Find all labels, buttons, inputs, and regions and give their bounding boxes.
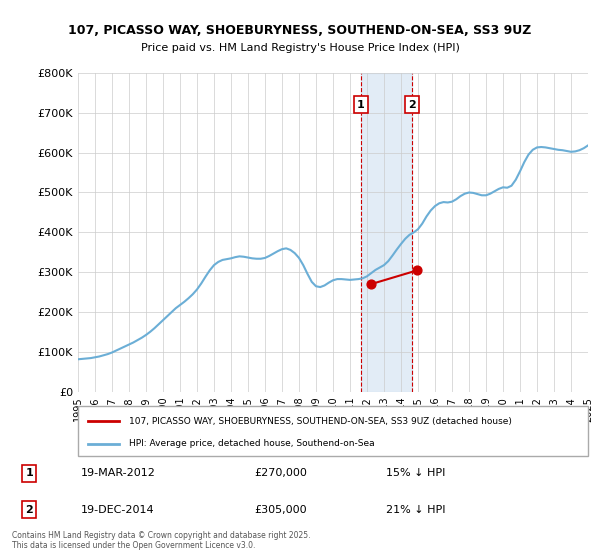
Text: £270,000: £270,000: [254, 468, 307, 478]
Text: £305,000: £305,000: [254, 505, 307, 515]
Text: 21% ↓ HPI: 21% ↓ HPI: [386, 505, 446, 515]
Point: [413, 266, 422, 275]
Text: 19-DEC-2014: 19-DEC-2014: [81, 505, 155, 515]
Text: 15% ↓ HPI: 15% ↓ HPI: [386, 468, 446, 478]
Text: Contains HM Land Registry data © Crown copyright and database right 2025.
This d: Contains HM Land Registry data © Crown c…: [12, 530, 311, 550]
Text: 1: 1: [25, 468, 33, 478]
Text: HPI: Average price, detached house, Southend-on-Sea: HPI: Average price, detached house, Sout…: [129, 439, 374, 449]
Text: 2: 2: [408, 100, 416, 110]
Text: 107, PICASSO WAY, SHOEBURYNESS, SOUTHEND-ON-SEA, SS3 9UZ: 107, PICASSO WAY, SHOEBURYNESS, SOUTHEND…: [68, 24, 532, 38]
Text: Price paid vs. HM Land Registry's House Price Index (HPI): Price paid vs. HM Land Registry's House …: [140, 43, 460, 53]
Text: 19-MAR-2012: 19-MAR-2012: [81, 468, 156, 478]
Text: 1: 1: [357, 100, 365, 110]
Text: 2: 2: [25, 505, 33, 515]
Text: 107, PICASSO WAY, SHOEBURYNESS, SOUTHEND-ON-SEA, SS3 9UZ (detached house): 107, PICASSO WAY, SHOEBURYNESS, SOUTHEND…: [129, 417, 512, 426]
Point: [366, 280, 376, 289]
FancyBboxPatch shape: [78, 406, 588, 456]
Bar: [361, 73, 412, 392]
